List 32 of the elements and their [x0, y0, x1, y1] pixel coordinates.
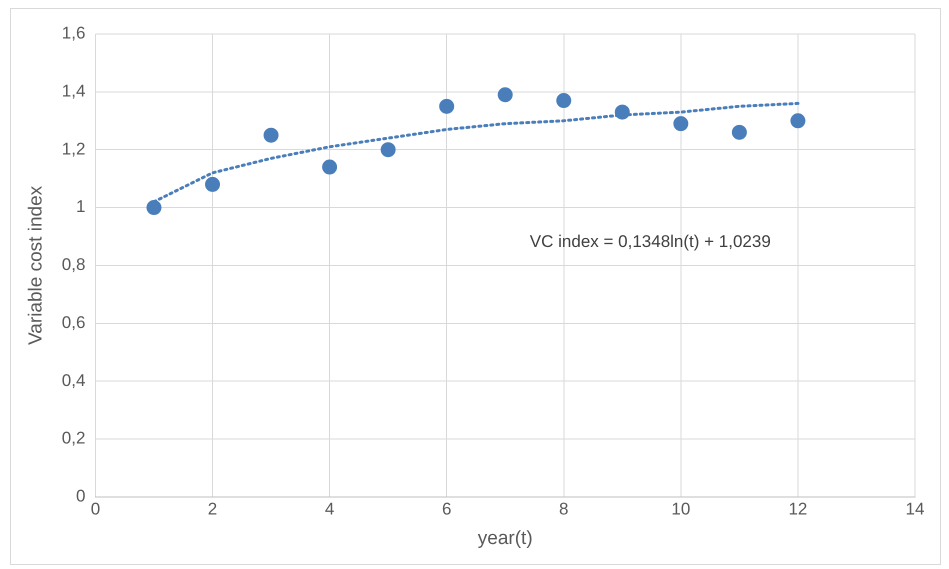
- point: [380, 142, 396, 158]
- x-tick-label: 8: [559, 500, 568, 519]
- x-tick-label: 14: [906, 500, 924, 519]
- y-tick-label: 1,6: [62, 24, 86, 43]
- y-tick-label: 0,2: [62, 428, 86, 448]
- x-tick-label: 10: [671, 500, 690, 519]
- point: [614, 104, 630, 120]
- point: [732, 124, 747, 140]
- x-tick-label: 4: [324, 500, 334, 519]
- y-tick-label: 1,2: [62, 139, 86, 158]
- point: [439, 98, 454, 114]
- y-tick-label: 1,4: [62, 82, 86, 101]
- y-tick-label: 0,6: [62, 312, 86, 332]
- point: [673, 116, 688, 132]
- point: [322, 160, 338, 175]
- annotation: VC index = 0,1348ln(t) + 1,0239: [530, 232, 771, 251]
- point: [264, 128, 279, 143]
- point: [790, 113, 806, 128]
- x-tick-label: 0: [90, 500, 100, 519]
- point: [146, 200, 162, 216]
- x-tick-label: 6: [442, 500, 452, 519]
- y-axis-title: Variable cost index: [26, 185, 47, 345]
- y-tick-label: 0,4: [62, 370, 86, 390]
- x-tick-label: 12: [788, 500, 808, 519]
- y-tick-label: 1: [76, 197, 86, 216]
- point: [556, 93, 572, 108]
- y-tick-label: 0,8: [62, 255, 86, 274]
- y-tick-label: 0: [76, 486, 86, 506]
- x-axis-title: year(t): [478, 528, 533, 549]
- point: [498, 87, 513, 102]
- point: [205, 176, 220, 192]
- x-tick-label: 2: [208, 500, 218, 519]
